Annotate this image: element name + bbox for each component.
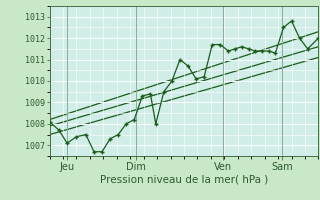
X-axis label: Pression niveau de la mer( hPa ): Pression niveau de la mer( hPa ) xyxy=(100,174,268,184)
